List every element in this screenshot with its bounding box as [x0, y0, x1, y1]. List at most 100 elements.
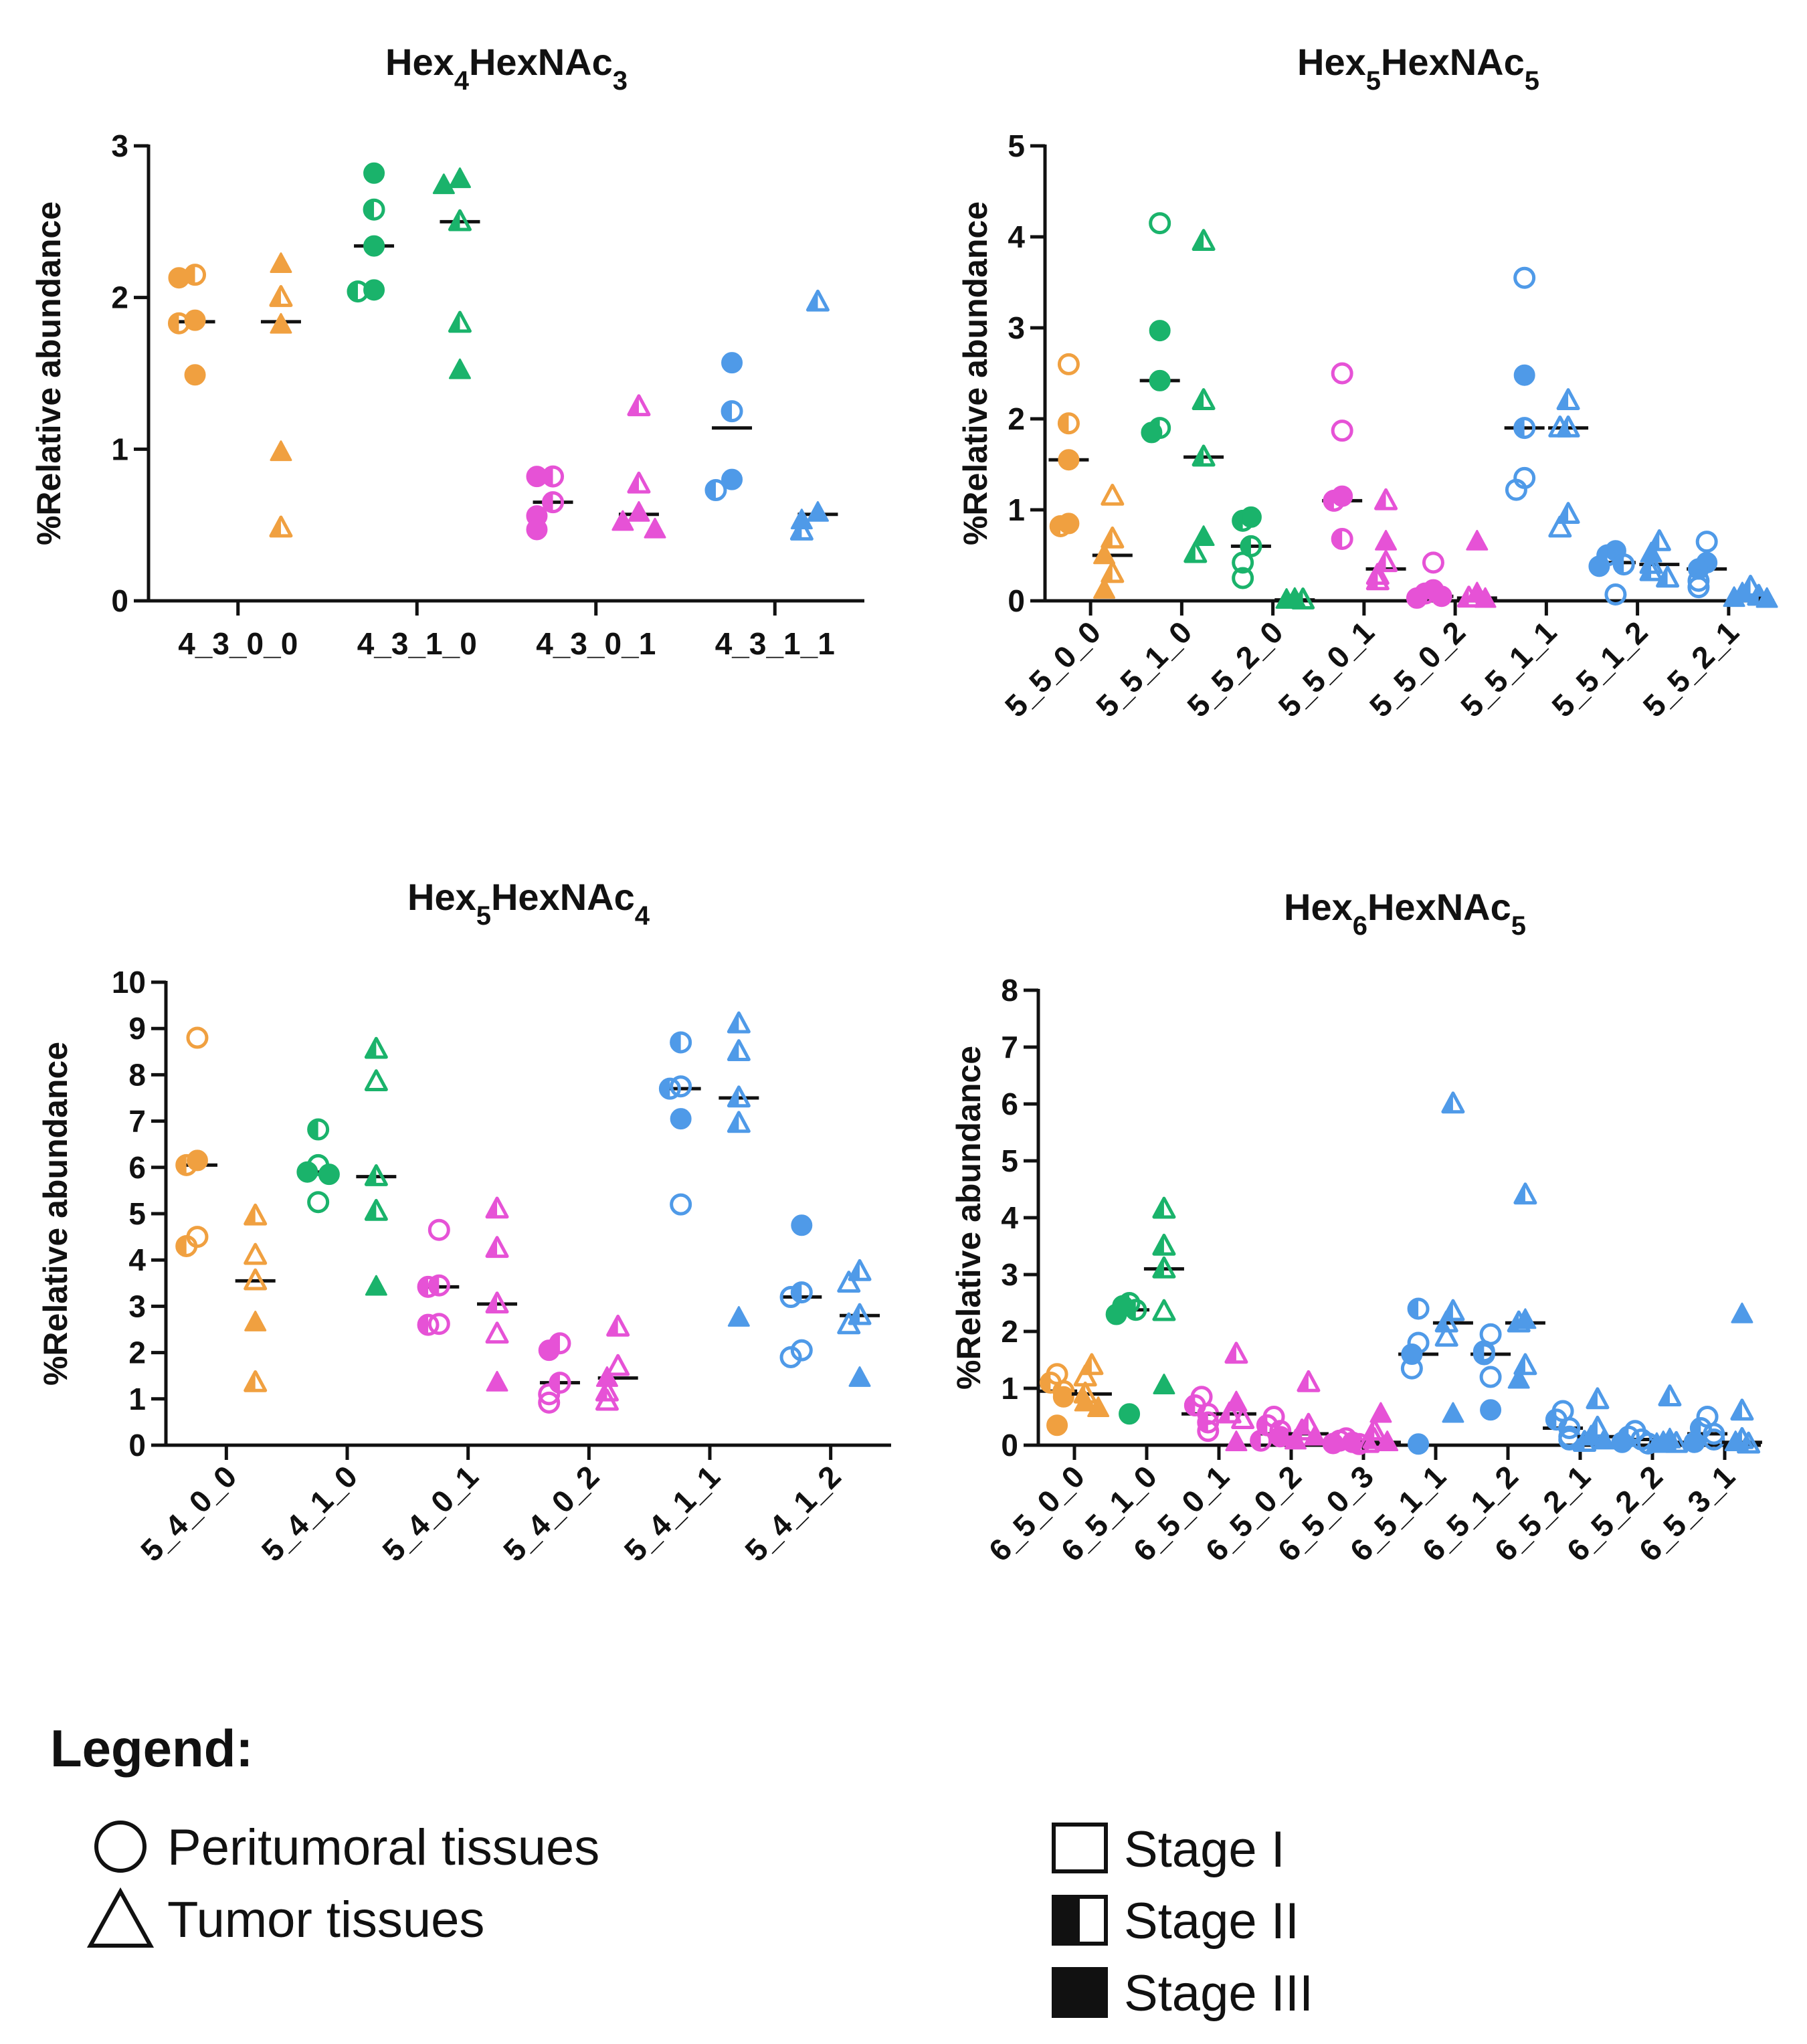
tumor-point: [595, 1388, 619, 1411]
peritumoral-point: [1558, 1417, 1581, 1439]
legend-title: Legend:: [50, 1719, 253, 1778]
peritumoral-point: [427, 1313, 450, 1335]
peritumoral-point: [1611, 1431, 1633, 1453]
tumor-point: [1466, 529, 1489, 551]
group-5_4_1_0: [296, 1036, 397, 1296]
group-6_5_2_2: [1611, 1384, 1690, 1455]
tumor-point: [485, 1196, 509, 1219]
y-tick-label: 1: [1008, 492, 1025, 527]
peritumoral-point: [721, 468, 743, 490]
tumor-point: [1731, 1302, 1753, 1323]
tumor-point: [1507, 1310, 1531, 1333]
peritumoral-point: [1407, 1297, 1430, 1320]
peritumoral-point: [791, 1214, 813, 1236]
tumor-point: [432, 173, 455, 195]
tumor-point: [1593, 1428, 1616, 1450]
peritumoral-point: [790, 1339, 813, 1362]
tumor-point: [1225, 1430, 1248, 1451]
tumor-point: [805, 289, 830, 312]
tumor-point: [1514, 1308, 1537, 1329]
tumor-point: [485, 1321, 509, 1344]
chart-title: Hex6HexNAc5: [1284, 886, 1526, 941]
y-tick-label: 2: [1001, 1314, 1018, 1349]
peritumoral-point: [1046, 1414, 1068, 1436]
peritumoral-point: [1250, 1429, 1272, 1452]
peritumoral-point: [1058, 449, 1080, 471]
tumor-point: [837, 1312, 861, 1335]
x-tick-label: 5_5_2_1: [1636, 614, 1745, 723]
peritumoral-point: [1322, 1432, 1344, 1455]
y-tick-label: 1: [111, 432, 128, 466]
peritumoral-point: [184, 364, 206, 386]
group-4_3_0_0: [167, 252, 301, 538]
tumor-point: [244, 1268, 268, 1291]
legend: Legend: Peritumoral tissues Tumor tissue…: [50, 1719, 1313, 2022]
peritumoral-point: [1125, 1299, 1147, 1321]
peritumoral-point: [1049, 515, 1072, 537]
group-6_5_0_0: [1037, 1353, 1112, 1436]
tumor-point: [448, 310, 472, 333]
peritumoral-point: [417, 1275, 440, 1298]
tumor-point: [1434, 1324, 1458, 1347]
tumor-point: [269, 515, 293, 538]
peritumoral-point: [1513, 417, 1536, 440]
peritumoral-point: [1057, 353, 1080, 375]
group-6_5_3_1: [1683, 1302, 1762, 1454]
tumor-point: [244, 1203, 268, 1226]
peritumoral-point: [1232, 509, 1254, 532]
x-tick-label: 4_3_0_1: [536, 626, 656, 661]
tumor-point: [1374, 550, 1398, 573]
chart-panel-3: Hex5HexNAc4 %Relative abundance 0 1 2 3 4 5 6 7 8 9…: [37, 876, 891, 1568]
group-5_5_1_0: [1139, 212, 1224, 563]
peritumoral-point: [1400, 1357, 1423, 1380]
x-tick-label: 5_5_2_0: [1180, 614, 1289, 723]
peritumoral-point: [1505, 478, 1527, 501]
legend-label-stage-3: Stage III: [1124, 1965, 1313, 2022]
group-6_5_1_2: [1470, 1182, 1545, 1421]
y-tick-label: 2: [128, 1335, 146, 1370]
legend-label-stage-1: Stage I: [1124, 1821, 1285, 1878]
peritumoral-point: [1683, 1431, 1705, 1453]
legend-label-stage-2: Stage II: [1124, 1893, 1299, 1950]
x-tick-label: 5_4_1_1: [617, 1459, 727, 1568]
legend-item-tumor: Tumor tissues: [86, 1887, 484, 1948]
peritumoral-point: [1604, 583, 1627, 606]
tumor-point: [364, 1069, 388, 1091]
x-tick-label: 5_5_0_2: [1363, 614, 1472, 723]
peritumoral-point: [1513, 266, 1536, 289]
tumor-point: [1231, 1407, 1255, 1429]
tumor-point: [837, 1271, 861, 1293]
y-tick-label: 3: [128, 1289, 146, 1323]
peritumoral-point: [175, 1234, 198, 1257]
tumor-point: [485, 1291, 509, 1314]
tumor-point: [244, 1242, 268, 1265]
y-tick-label: 6: [128, 1150, 146, 1185]
tumor-point: [244, 1370, 268, 1392]
peritumoral-point: [704, 479, 727, 502]
peritumoral-point: [779, 1346, 802, 1369]
peritumoral-point: [1408, 1433, 1430, 1455]
y-tick-label: 1: [128, 1382, 146, 1416]
group-6_5_2_1: [1543, 1387, 1618, 1452]
y-tick-label: 4: [1001, 1200, 1018, 1235]
legend-item-stage-2: Stage II: [1052, 1893, 1299, 1950]
peritumoral-point: [1406, 587, 1428, 609]
tumor-point: [1572, 1430, 1596, 1452]
tumor-point: [1275, 588, 1298, 609]
tumor-point: [448, 209, 472, 231]
peritumoral-point: [1687, 569, 1710, 592]
group-5_5_1_2: [1588, 529, 1680, 606]
x-tick-label: 5_5_0_1: [1272, 614, 1381, 723]
peritumoral-point: [658, 1077, 681, 1100]
tumor-point: [486, 1370, 508, 1392]
tumor-point: [727, 1085, 751, 1108]
tumor-point: [1192, 444, 1216, 467]
tumor-point: [1284, 1428, 1307, 1450]
group-4_3_1_0: [347, 162, 480, 379]
group-6_5_0_1: [1181, 1341, 1256, 1451]
group-5_5_2_1: [1687, 531, 1778, 608]
tumor-point: [1192, 388, 1216, 410]
tumor-point: [364, 1164, 388, 1186]
peritumoral-point: [1052, 1386, 1074, 1408]
peritumoral-point: [790, 1281, 813, 1304]
